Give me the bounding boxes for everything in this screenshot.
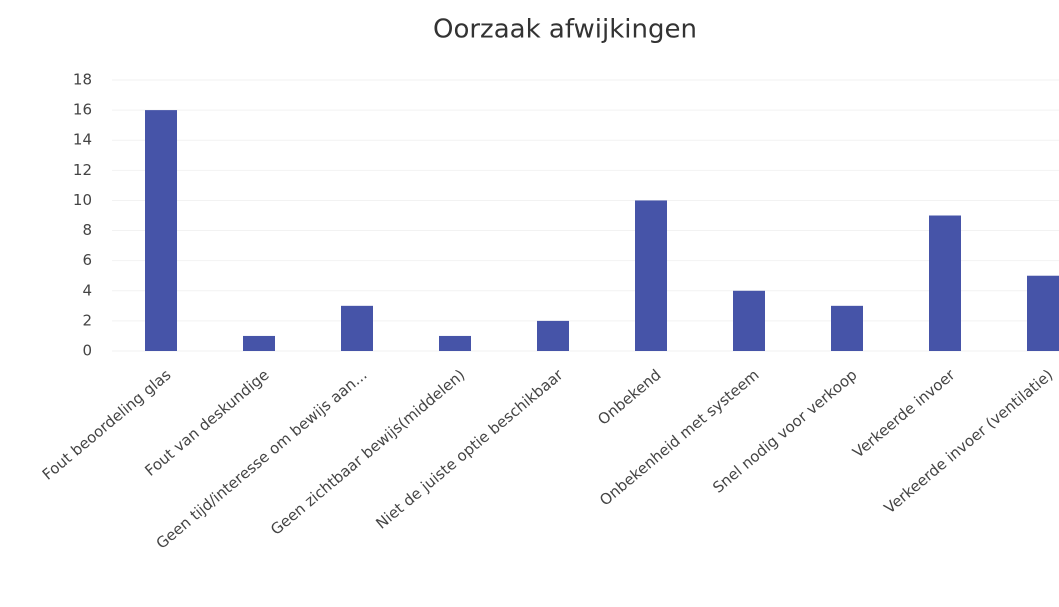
bar [831,305,863,351]
x-tick-label: Onbekend [594,366,664,429]
y-tick-label: 0 [82,342,92,360]
y-tick-label: 12 [73,161,92,179]
x-tick-label: Onbekenheid met systeem [596,366,762,510]
bar [243,335,275,351]
bar [537,320,569,351]
y-tick-label: 8 [82,221,92,239]
y-tick-label: 2 [82,311,92,329]
bar [733,290,765,351]
y-tick-label: 6 [82,251,92,269]
x-tick-label: Niet de juiste optie beschikbaar [372,365,567,533]
y-tick-label: 18 [73,71,92,89]
x-tick-label: Verkeerde invoer (ventilatie) [881,366,1057,518]
bar [1027,275,1059,351]
y-tick-label: 16 [73,101,92,119]
bar [929,215,961,351]
y-tick-label: 14 [73,131,92,149]
x-tick-label: Verkeerde invoer [849,365,959,461]
bar [341,305,373,351]
y-tick-label: 10 [73,191,92,209]
x-tick-label: Geen zichtbaar bewijs(middelen) [267,366,468,539]
x-tick-label: Geen tijd/interesse om bewijs aan... [153,366,371,553]
bar [635,200,667,351]
bar [145,110,177,351]
chart-title: Oorzaak afwijkingen [433,15,697,45]
y-tick-label: 4 [82,281,92,299]
bar [439,335,471,351]
